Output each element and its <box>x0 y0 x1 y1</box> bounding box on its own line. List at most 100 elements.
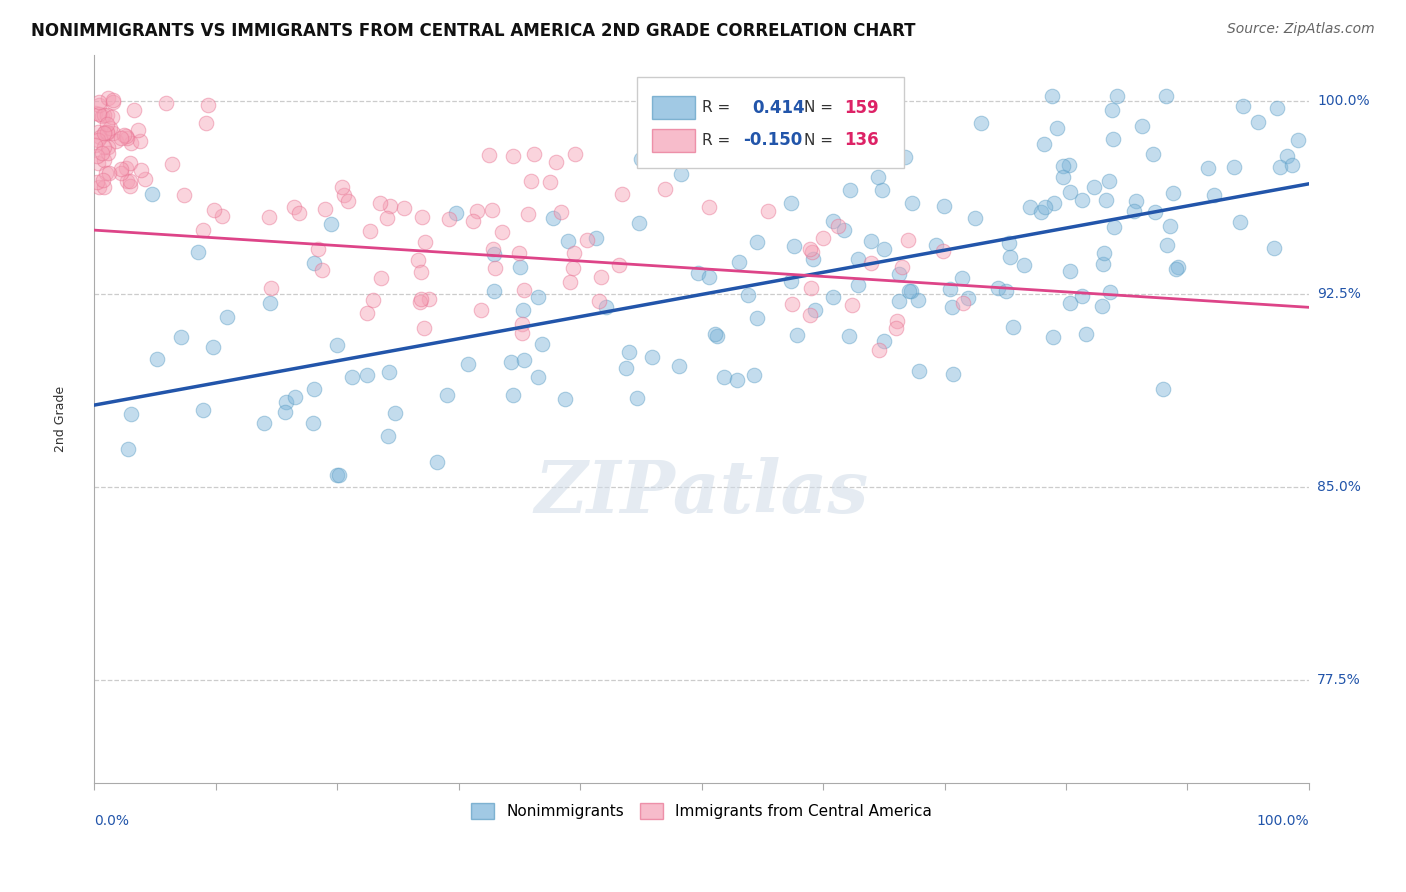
Point <box>173 188 195 202</box>
Point <box>1102 132 1125 146</box>
Point <box>725 373 748 387</box>
Point <box>413 320 436 334</box>
Point <box>1092 245 1115 260</box>
Point <box>1197 161 1219 176</box>
Point <box>415 235 437 249</box>
Point <box>101 93 124 107</box>
Point <box>326 467 349 482</box>
Point <box>641 350 664 364</box>
Point <box>482 247 505 261</box>
Legend: Nonimmigrants, Immigrants from Central America: Nonimmigrants, Immigrants from Central A… <box>465 797 938 825</box>
Point <box>340 369 363 384</box>
Point <box>588 294 610 309</box>
Point <box>508 245 530 260</box>
Point <box>780 196 803 211</box>
Point <box>952 296 974 310</box>
Point <box>595 300 617 314</box>
Point <box>94 166 117 180</box>
Point <box>846 277 869 292</box>
Point <box>361 293 384 307</box>
Point <box>938 282 960 296</box>
Point <box>998 250 1021 264</box>
Point <box>564 147 586 161</box>
Point <box>118 155 141 169</box>
Point <box>274 405 297 419</box>
Point <box>461 214 484 228</box>
Point <box>1167 260 1189 275</box>
Point <box>804 303 827 318</box>
Point <box>259 295 281 310</box>
Point <box>1286 133 1309 147</box>
Point <box>97 140 120 154</box>
Point <box>1019 200 1042 214</box>
Text: 100.0%: 100.0% <box>1317 95 1369 109</box>
Point <box>87 95 110 109</box>
Point <box>470 302 492 317</box>
Text: 85.0%: 85.0% <box>1317 481 1361 494</box>
Point <box>502 388 524 402</box>
Point <box>110 161 132 176</box>
Point <box>669 167 692 181</box>
Point <box>868 343 890 358</box>
Point <box>141 187 163 202</box>
Point <box>1156 237 1178 252</box>
Text: R =: R = <box>702 100 730 115</box>
Point <box>187 244 209 259</box>
Point <box>1265 101 1288 115</box>
Point <box>562 245 585 260</box>
Point <box>1142 146 1164 161</box>
Point <box>91 146 114 161</box>
Point <box>101 95 124 109</box>
Point <box>356 368 378 383</box>
Point <box>1130 119 1153 133</box>
Point <box>1095 194 1118 208</box>
Point <box>86 175 108 189</box>
Point <box>333 187 356 202</box>
Point <box>115 128 138 143</box>
Point <box>160 156 183 170</box>
Point <box>1059 296 1081 310</box>
Point <box>197 98 219 112</box>
FancyBboxPatch shape <box>652 128 696 152</box>
Text: 0.0%: 0.0% <box>94 814 129 828</box>
Point <box>832 222 855 236</box>
Point <box>1059 186 1081 200</box>
Point <box>93 180 115 194</box>
Point <box>994 285 1017 299</box>
Point <box>697 201 720 215</box>
Point <box>384 406 406 420</box>
Point <box>510 326 533 341</box>
Point <box>901 195 924 210</box>
Point <box>84 138 107 153</box>
Point <box>517 207 540 221</box>
Point <box>484 261 506 276</box>
Point <box>897 233 920 247</box>
Point <box>811 230 834 244</box>
Point <box>1098 174 1121 188</box>
Point <box>217 310 239 325</box>
Point <box>87 156 110 170</box>
Point <box>96 125 118 139</box>
Point <box>997 235 1019 250</box>
Point <box>970 116 993 130</box>
Text: 0.414: 0.414 <box>752 99 806 117</box>
Point <box>120 174 142 188</box>
Point <box>118 179 141 194</box>
Point <box>1154 89 1177 103</box>
Point <box>640 145 662 160</box>
Point <box>307 242 329 256</box>
Point <box>868 169 890 184</box>
Point <box>1059 264 1081 278</box>
Point <box>800 280 823 294</box>
Point <box>502 148 524 162</box>
Point <box>478 148 501 162</box>
Point <box>838 183 860 197</box>
Point <box>211 209 233 223</box>
Point <box>124 103 146 117</box>
Point <box>780 297 803 311</box>
Point <box>311 263 333 277</box>
Point <box>859 234 882 248</box>
Point <box>482 242 505 256</box>
Point <box>541 211 564 225</box>
Point <box>591 270 613 285</box>
